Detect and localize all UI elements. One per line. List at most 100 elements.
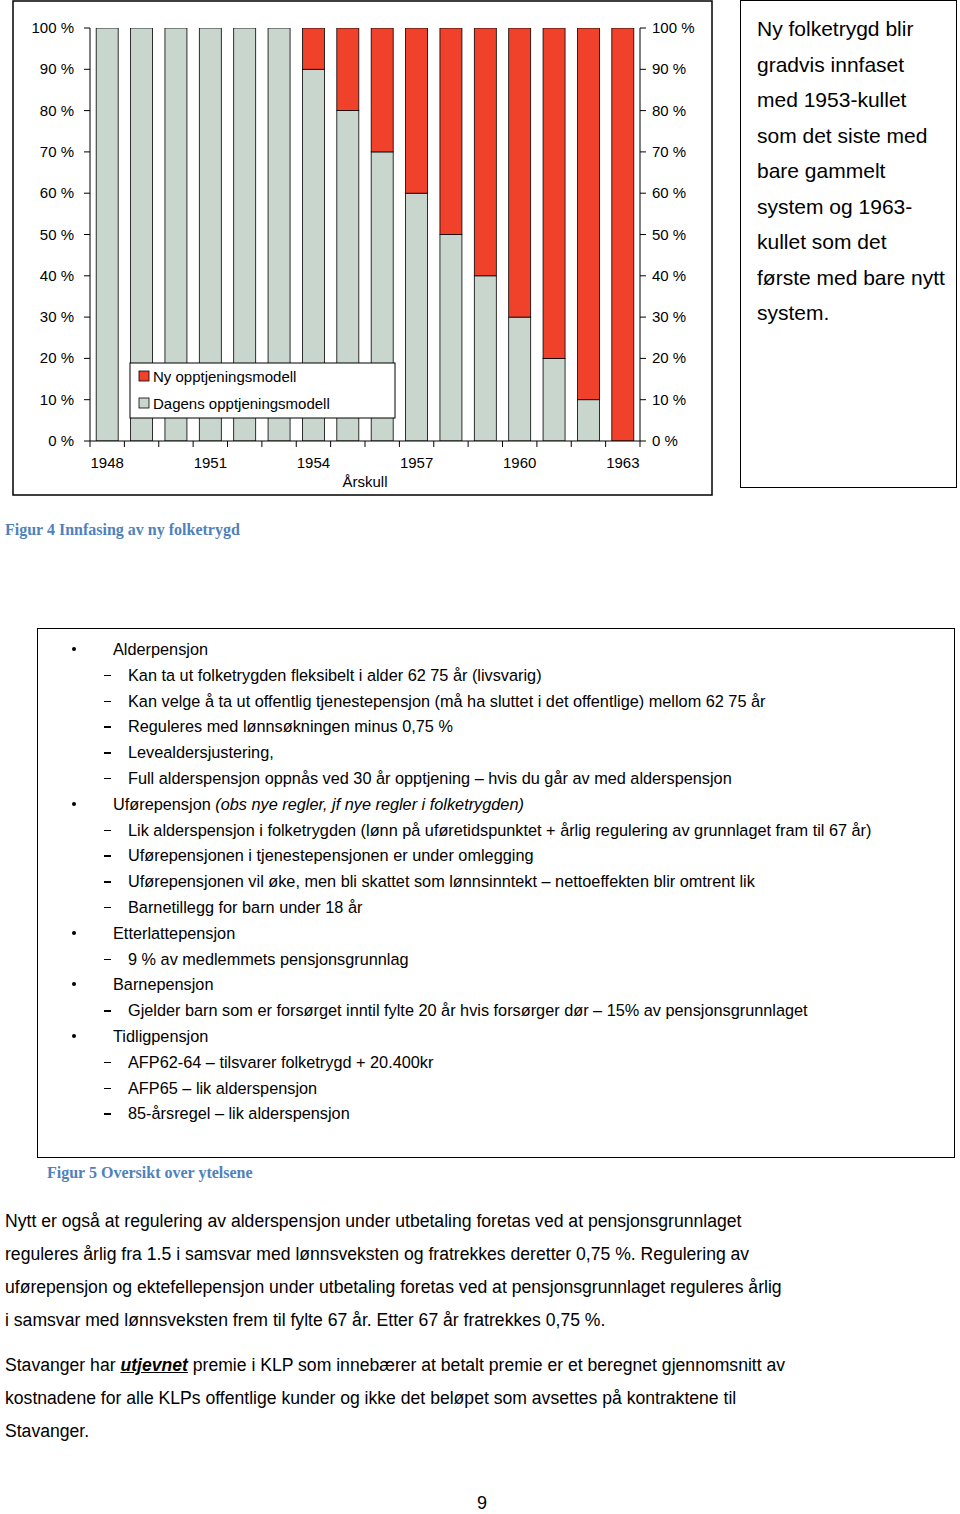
sub-item: Kan ta ut folketrygden fleksibelt i alde… <box>38 663 954 689</box>
y-tick <box>84 234 90 235</box>
dash <box>104 1062 111 1063</box>
sub-item-text: Kan ta ut folketrygden fleksibelt i alde… <box>128 666 542 684</box>
x-tick <box>433 441 434 447</box>
y2-tick <box>640 234 646 235</box>
y-tick <box>84 441 90 442</box>
text-line: Stavanger har utjevnet premie i KLP som … <box>5 1352 785 1378</box>
chart-frame <box>13 1 712 495</box>
y-tick-label: 20 % <box>40 349 74 366</box>
emphasis: utjevnet <box>120 1355 187 1375</box>
legend-label: Ny opptjeningsmodell <box>153 368 296 385</box>
sub-item-text: Lik alderspensjon i folketrygden (lønn p… <box>128 821 871 839</box>
y2-tick-label: 50 % <box>652 226 686 243</box>
bar-segment <box>337 28 359 111</box>
text-line: Nytt er også at regulering av alderspens… <box>5 1208 741 1234</box>
sub-item: AFP62-64 – tilsvarer folketrygd + 20.400… <box>38 1050 954 1076</box>
y-tick <box>84 28 90 29</box>
bar-segment <box>509 317 531 441</box>
sub-item-text: AFP65 – lik alderspensjon <box>128 1079 317 1097</box>
bar-segment <box>543 28 565 358</box>
bar-segment <box>234 28 256 29</box>
bar-segment <box>543 358 565 441</box>
y2-tick-label: 30 % <box>652 308 686 325</box>
y2-tick <box>640 69 646 70</box>
text-line: kostnadene for alle KLPs offentlige kund… <box>5 1385 736 1411</box>
dash <box>104 855 111 856</box>
x-tick-label: 1960 <box>503 454 536 471</box>
text-line: i samsvar med lønnsveksten frem til fylt… <box>5 1307 605 1333</box>
sub-item-text: 9 % av medlemmets pensjonsgrunnlag <box>128 950 409 968</box>
x-tick <box>330 441 331 447</box>
item-title: Barnepensjon <box>113 975 213 993</box>
dash <box>104 830 111 831</box>
dash <box>104 778 111 779</box>
x-tick-label: 1951 <box>194 454 227 471</box>
sub-item: 85-årsregel – lik alderspensjon <box>38 1101 954 1127</box>
x-tick-label: 1963 <box>606 454 639 471</box>
y-tick <box>84 193 90 194</box>
legend <box>130 363 395 418</box>
y-tick-label: 10 % <box>40 391 74 408</box>
x-tick <box>227 441 228 447</box>
y2-tick-label: 60 % <box>652 184 686 201</box>
y-tick-label: 70 % <box>40 143 74 160</box>
bar-segment <box>474 28 496 276</box>
bar-segment <box>474 276 496 441</box>
bar-segment <box>302 28 324 69</box>
sub-item-text: Uførepensjonen vil øke, men bli skattet … <box>128 872 755 890</box>
dash <box>104 1113 111 1114</box>
list-item: Barnepensjon <box>38 972 954 998</box>
x-tick <box>90 441 91 447</box>
sub-item-text: 85-årsregel – lik alderspensjon <box>128 1104 350 1122</box>
text-line: reguleres årlig fra 1.5 i samsvar med lø… <box>5 1241 749 1267</box>
y2-tick-label: 40 % <box>652 267 686 284</box>
sub-item-text: Full alderspensjon oppnås ved 30 år oppt… <box>128 769 732 787</box>
bar-segment <box>577 28 599 400</box>
dash <box>104 881 111 882</box>
overview-box: AlderpensjonKan ta ut folketrygden fleks… <box>37 628 955 1158</box>
y-tick-label: 40 % <box>40 267 74 284</box>
y-tick <box>84 110 90 111</box>
x-tick <box>502 441 503 447</box>
bar-segment <box>406 193 428 441</box>
sub-item-text: Uførepensjonen i tjenestepensjonen er un… <box>128 846 534 864</box>
item-title: Tidligpensjon <box>113 1027 208 1045</box>
list-item: Tidligpensjon <box>38 1024 954 1050</box>
sub-item-text: Barnetillegg for barn under 18 år <box>128 898 362 916</box>
y2-tick <box>640 28 646 29</box>
y2-tick <box>640 275 646 276</box>
list-item: Etterlattepensjon <box>38 921 954 947</box>
bar-segment <box>268 28 290 29</box>
y2-tick <box>640 151 646 152</box>
y2-tick-label: 0 % <box>652 432 678 449</box>
x-tick-label: 1954 <box>297 454 330 471</box>
item-title: Uførepensjon <box>113 795 211 813</box>
y-tick <box>84 317 90 318</box>
y2-tick <box>640 193 646 194</box>
y-tick-label: 0 % <box>48 432 74 449</box>
y-tick <box>84 69 90 70</box>
x-tick <box>399 441 400 447</box>
sub-item: Lik alderspensjon i folketrygden (lønn p… <box>38 818 938 844</box>
y-tick <box>84 151 90 152</box>
y2-tick-label: 80 % <box>652 102 686 119</box>
y-tick-label: 30 % <box>40 308 74 325</box>
annotation: Ny folketrygd blir gradvis innfaset med … <box>740 0 957 488</box>
sub-item: Kan velge å ta ut offentlig tjenestepens… <box>38 689 954 715</box>
sub-item-text: Levealdersjustering, <box>128 743 274 761</box>
x-tick <box>124 441 125 447</box>
legend-swatch <box>139 371 149 381</box>
y2-tick <box>640 110 646 111</box>
dash <box>104 907 111 908</box>
text-run: premie i KLP som innebærer at betalt pre… <box>193 1355 785 1375</box>
legend-label: Dagens opptjeningsmodell <box>153 395 330 412</box>
x-tick <box>261 441 262 447</box>
x-tick <box>296 441 297 447</box>
bar-segment <box>440 28 462 235</box>
sub-item: 9 % av medlemmets pensjonsgrunnlag <box>38 947 954 973</box>
y-tick <box>84 358 90 359</box>
sub-item: Gjelder barn som er forsørget inntil fyl… <box>38 998 954 1024</box>
y2-tick <box>640 441 646 442</box>
page-number: 9 <box>477 1493 487 1514</box>
x-axis-label: Årskull <box>342 473 387 490</box>
